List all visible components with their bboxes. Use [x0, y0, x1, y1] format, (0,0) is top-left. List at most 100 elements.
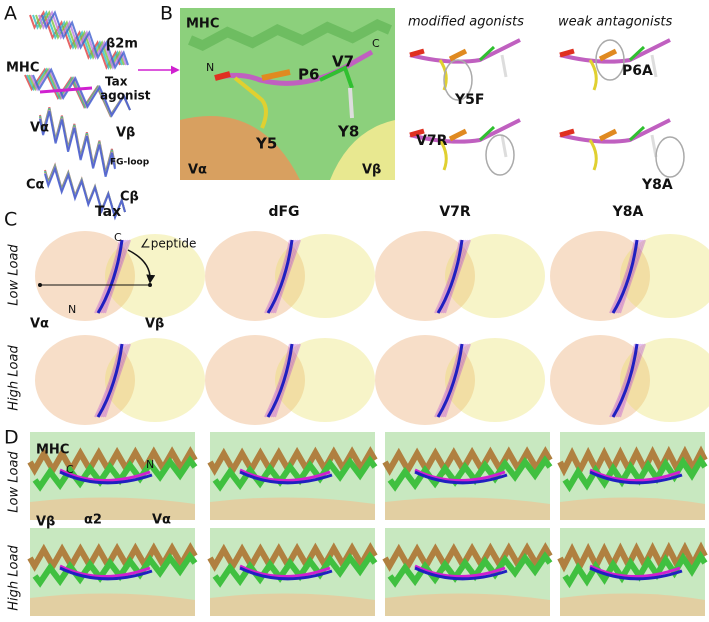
domain — [620, 338, 709, 422]
helix — [207, 542, 378, 572]
helix — [387, 455, 553, 492]
label: Vα — [30, 317, 49, 332]
helix — [382, 446, 553, 476]
peptide — [559, 118, 671, 144]
trajectory — [617, 239, 644, 314]
panel-label: D — [4, 427, 19, 449]
region — [30, 497, 195, 520]
peptide — [59, 566, 153, 581]
stick — [478, 45, 496, 62]
stick — [214, 71, 231, 81]
label: MHC — [186, 17, 219, 32]
domain — [205, 231, 305, 321]
stick — [478, 125, 496, 142]
trajectory — [102, 343, 129, 418]
panel-label: C — [4, 209, 17, 231]
peptide — [611, 343, 639, 418]
helix — [212, 551, 378, 588]
peptide — [436, 239, 464, 314]
domain — [105, 338, 205, 422]
stick — [559, 128, 575, 138]
helix — [27, 542, 198, 572]
ribbon — [39, 111, 116, 178]
label: MHC — [6, 61, 39, 76]
row-label: Low Load — [7, 451, 22, 513]
label: Y5F — [454, 92, 484, 108]
label: Cβ — [120, 190, 139, 205]
peptide — [414, 566, 508, 581]
label: Vβ — [36, 515, 55, 530]
peptide — [96, 239, 124, 314]
domain — [35, 335, 135, 425]
peptide — [39, 86, 93, 94]
domain — [445, 338, 545, 422]
trajectory — [94, 239, 121, 314]
trajectory — [264, 239, 291, 314]
column-header: Tax — [95, 204, 121, 220]
region — [210, 497, 375, 520]
domain — [550, 231, 650, 321]
peptide — [239, 468, 331, 482]
column-header: V7R — [439, 204, 471, 220]
trajectory — [619, 343, 646, 418]
stick — [559, 48, 575, 58]
peptide — [589, 468, 681, 482]
trajectory — [434, 239, 461, 314]
panel-label: A — [4, 3, 17, 25]
label: N — [146, 458, 154, 471]
label: C — [66, 463, 74, 476]
highlight — [443, 59, 473, 101]
trajectory — [619, 239, 646, 314]
stick — [628, 45, 646, 62]
trajectory — [617, 343, 644, 418]
peptide — [589, 566, 683, 581]
label: P6A — [622, 63, 653, 79]
point — [148, 283, 152, 287]
label: Cα — [26, 178, 45, 193]
peptide — [96, 343, 124, 418]
domain — [445, 234, 545, 318]
trajectory — [434, 343, 461, 418]
stick — [500, 134, 508, 158]
label: Y8A — [641, 177, 673, 193]
stick — [409, 48, 425, 58]
peptide — [436, 343, 464, 418]
region — [210, 593, 375, 616]
ribbon — [32, 67, 131, 118]
trajectory — [442, 239, 469, 314]
row-label: High Load — [7, 545, 22, 611]
peptide — [233, 76, 268, 129]
stick — [438, 59, 448, 91]
row-label: Low Load — [7, 244, 22, 306]
helix — [32, 551, 198, 588]
trajectory — [609, 343, 636, 418]
trajectory — [609, 239, 636, 314]
peptide — [409, 118, 521, 144]
row-label: High Load — [7, 345, 22, 411]
peptide — [239, 564, 331, 578]
helix — [32, 455, 198, 492]
label: V7 — [332, 53, 354, 71]
stick — [588, 139, 598, 171]
stick — [588, 59, 598, 91]
stick — [448, 128, 468, 142]
ribbon — [41, 10, 129, 70]
stick — [628, 125, 646, 142]
peptide — [59, 468, 151, 482]
label: P6 — [298, 66, 319, 84]
peptide — [266, 343, 294, 418]
domain — [35, 231, 135, 321]
stick — [598, 128, 618, 142]
trajectory — [274, 239, 301, 314]
domain — [375, 231, 475, 321]
domain — [275, 338, 375, 422]
label: agonist — [100, 89, 151, 103]
trajectory — [94, 343, 121, 418]
helix — [212, 455, 378, 492]
label: Vβ — [116, 126, 135, 141]
domain — [620, 234, 709, 318]
peptide — [414, 564, 506, 578]
stick — [500, 54, 508, 78]
trajectory — [444, 239, 471, 314]
